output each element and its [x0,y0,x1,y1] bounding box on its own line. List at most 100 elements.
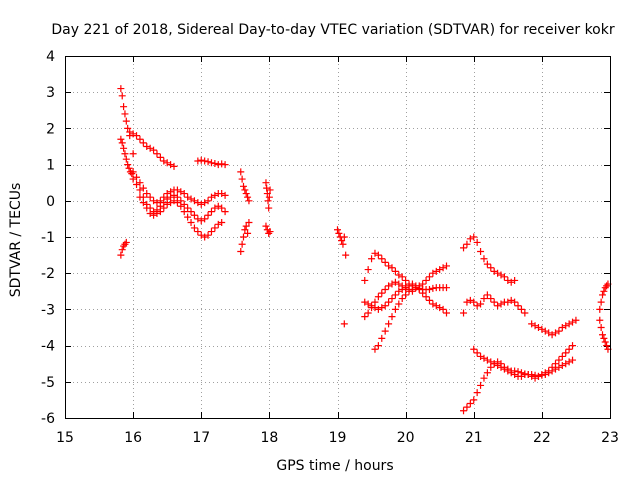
data-point [122,155,130,163]
data-point [170,162,178,170]
series-arc-i [237,168,253,205]
data-point [470,298,478,306]
data-point [241,186,249,194]
data-point [391,267,399,275]
data-point [122,117,130,125]
data-point [572,316,580,324]
data-point [194,228,202,236]
data-point [125,164,133,172]
data-point [156,208,164,216]
data-point [374,293,382,301]
data-point [385,298,393,306]
data-point [425,285,433,293]
data-point [477,300,485,308]
data-point [480,255,488,263]
data-point [265,193,273,201]
data-point [160,204,168,212]
data-point [129,150,137,158]
data-point [263,190,271,198]
data-point [368,255,376,263]
data-point [603,342,611,350]
x-tick-label: 21 [465,430,483,446]
data-point [534,372,542,380]
data-point [443,309,450,317]
data-point [500,273,508,281]
x-tick-label: 19 [329,430,347,446]
data-point [242,190,250,198]
data-point [378,334,386,342]
data-point [117,85,125,93]
data-point [121,110,129,118]
data-point [511,276,519,284]
data-point [487,295,495,303]
data-point [339,240,347,248]
data-point [381,302,389,310]
data-point [463,240,471,248]
data-point [528,371,536,379]
data-point [473,238,481,246]
x-tick-label: 16 [124,430,142,446]
data-point [460,244,468,252]
data-point [558,352,566,360]
data-point [150,146,158,154]
data-point [596,316,604,324]
series-arc-b [126,128,178,170]
data-point [124,161,132,169]
data-point [242,222,250,230]
x-tick-label: 18 [260,430,278,446]
x-tick-label: 23 [601,430,619,446]
data-point [480,374,488,382]
x-tick-label: 17 [192,430,210,446]
data-point [398,295,406,303]
y-tick-label: -1 [41,230,55,246]
y-tick-label: 3 [46,85,55,101]
data-point [600,287,608,295]
data-point [463,403,471,411]
data-point [562,349,570,357]
data-point [460,407,468,415]
series-arc-l [262,222,274,237]
series-arc-q [371,284,450,353]
data-point [381,285,389,293]
data-point [238,240,246,248]
data-point [538,371,546,379]
series-arc-s [460,233,519,286]
data-point [244,229,252,237]
data-point [338,237,346,245]
data-point [262,179,270,187]
data-point [569,342,577,350]
data-point [177,202,185,210]
data-point [201,157,209,165]
data-point [124,124,132,132]
data-point [129,175,137,183]
series-arc-a [117,85,134,140]
data-point [425,273,433,281]
data-points [117,85,612,415]
data-point [517,369,525,377]
data-point [121,150,129,158]
data-point [466,400,474,408]
data-point [368,304,376,312]
data-point [262,222,270,230]
data-point [473,349,481,357]
data-point [483,291,491,299]
data-point [388,313,396,321]
data-point [415,284,423,292]
series-arc-h [117,238,130,259]
data-point [139,139,147,147]
data-point [483,369,491,377]
data-point [180,190,188,198]
data-point [555,356,563,364]
data-point [378,289,386,297]
data-point [136,135,144,143]
data-point [184,213,192,221]
data-point [265,204,273,212]
data-point [381,327,389,335]
chart-title: Day 221 of 2018, Sidereal Day-to-day VTE… [51,22,614,38]
data-point [487,264,495,272]
y-axis-label: SDTVAR / TECUs [8,183,24,298]
data-point [517,305,525,313]
data-point [565,345,573,353]
data-point [483,260,491,268]
